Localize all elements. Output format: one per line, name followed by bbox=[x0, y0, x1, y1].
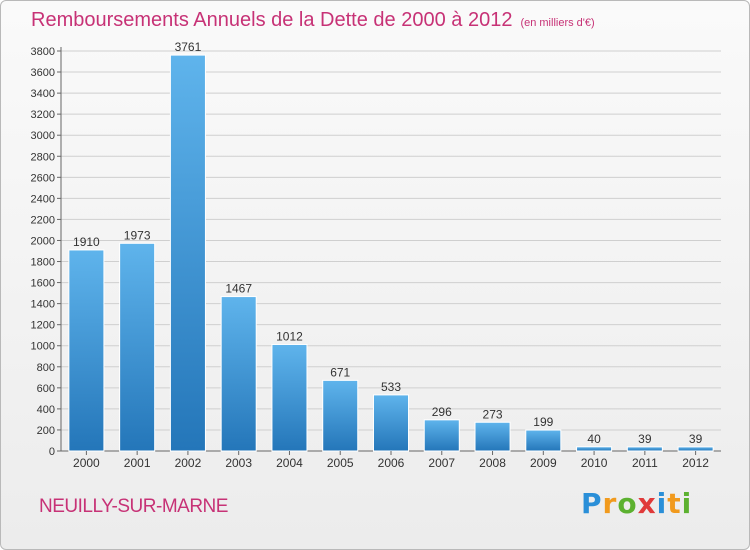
x-tick-label: 2011 bbox=[632, 456, 658, 470]
x-tick-label: 2001 bbox=[124, 456, 151, 470]
x-tick-label: 2004 bbox=[276, 456, 303, 470]
y-tick-label: 3400 bbox=[31, 88, 55, 100]
logo-letter: P bbox=[581, 487, 603, 520]
x-tick-label: 2012 bbox=[682, 456, 709, 470]
logo-letter: t bbox=[667, 487, 682, 520]
y-tick-label: 0 bbox=[49, 446, 55, 458]
data-label: 1012 bbox=[276, 329, 303, 343]
y-tick-label: 2800 bbox=[31, 151, 55, 163]
bar bbox=[119, 242, 156, 452]
chart-title-main: Remboursements Annuels de la Dette de 20… bbox=[31, 9, 513, 31]
bar bbox=[626, 446, 663, 452]
bar bbox=[525, 429, 562, 452]
y-tick-label: 3600 bbox=[31, 67, 55, 79]
x-tick-label: 2002 bbox=[175, 456, 202, 470]
y-tick-label: 1800 bbox=[31, 257, 55, 269]
x-tick-label: 2009 bbox=[530, 456, 557, 470]
logo-letter: i bbox=[681, 487, 693, 520]
x-axis-ticks: 2000 2001 2002 2003 2004 2005 2006 2007 2008 2009… bbox=[73, 451, 709, 470]
data-label: 1467 bbox=[225, 282, 252, 296]
bar bbox=[68, 249, 105, 452]
bar bbox=[474, 421, 511, 452]
logo-letter: x bbox=[637, 487, 657, 520]
x-tick-label: 2000 bbox=[73, 456, 100, 470]
y-tick-label: 2200 bbox=[31, 214, 55, 226]
data-label: 296 bbox=[432, 405, 452, 419]
y-tick-label: 1400 bbox=[31, 299, 55, 311]
y-tick-label: 1000 bbox=[31, 341, 55, 353]
chart-title: Remboursements Annuels de la Dette de 20… bbox=[31, 9, 595, 32]
y-axis-ticks: 0 200 400 600 800 1000 1200 1400 1600 1800 2000 220… bbox=[31, 46, 61, 458]
data-label: 199 bbox=[533, 415, 553, 429]
y-tick-label: 2000 bbox=[31, 235, 55, 247]
data-label: 671 bbox=[330, 365, 350, 379]
y-tick-label: 3800 bbox=[31, 46, 55, 58]
data-label: 533 bbox=[381, 380, 401, 394]
bar bbox=[423, 419, 460, 452]
y-tick-label: 800 bbox=[37, 362, 55, 374]
data-label: 1973 bbox=[124, 228, 151, 242]
y-tick-label: 400 bbox=[37, 404, 55, 416]
logo-letter: o bbox=[617, 487, 638, 520]
y-tick-label: 1600 bbox=[31, 278, 55, 290]
bar bbox=[220, 296, 257, 452]
x-tick-label: 2008 bbox=[479, 456, 506, 470]
data-label: 1910 bbox=[73, 235, 100, 249]
y-tick-label: 200 bbox=[37, 425, 55, 437]
y-tick-label: 1200 bbox=[31, 320, 55, 332]
data-label: 39 bbox=[689, 432, 703, 446]
commune-name: NEUILLY-SUR-MARNE bbox=[39, 496, 228, 517]
bar bbox=[322, 379, 359, 452]
data-label: 40 bbox=[587, 432, 601, 446]
logo-letter: r bbox=[602, 487, 618, 520]
x-tick-label: 2006 bbox=[378, 456, 405, 470]
x-tick-label: 2003 bbox=[225, 456, 252, 470]
bars bbox=[68, 54, 714, 452]
data-label: 39 bbox=[638, 432, 652, 446]
y-tick-label: 3000 bbox=[31, 130, 55, 142]
bar bbox=[372, 394, 410, 452]
x-tick-label: 2010 bbox=[581, 456, 608, 470]
y-tick-label: 3200 bbox=[31, 109, 55, 121]
y-tick-label: 600 bbox=[37, 383, 55, 395]
bar bbox=[169, 54, 206, 452]
proxiti-logo: Proxiti bbox=[581, 487, 692, 520]
logo-letter: i bbox=[656, 487, 668, 520]
bar bbox=[576, 446, 613, 452]
data-labels: 1910 1973 3761 1467 1012 671 533 296 273 199 40 39 3… bbox=[73, 40, 703, 446]
y-tick-label: 2600 bbox=[31, 172, 55, 184]
x-tick-label: 2005 bbox=[327, 456, 354, 470]
bar bbox=[677, 446, 714, 452]
data-label: 273 bbox=[483, 407, 503, 421]
y-tick-label: 2400 bbox=[31, 193, 55, 205]
bar bbox=[271, 343, 308, 452]
chart-unit: (en milliers d'€) bbox=[520, 17, 595, 29]
x-tick-label: 2007 bbox=[428, 456, 455, 470]
data-label: 3761 bbox=[175, 40, 202, 54]
